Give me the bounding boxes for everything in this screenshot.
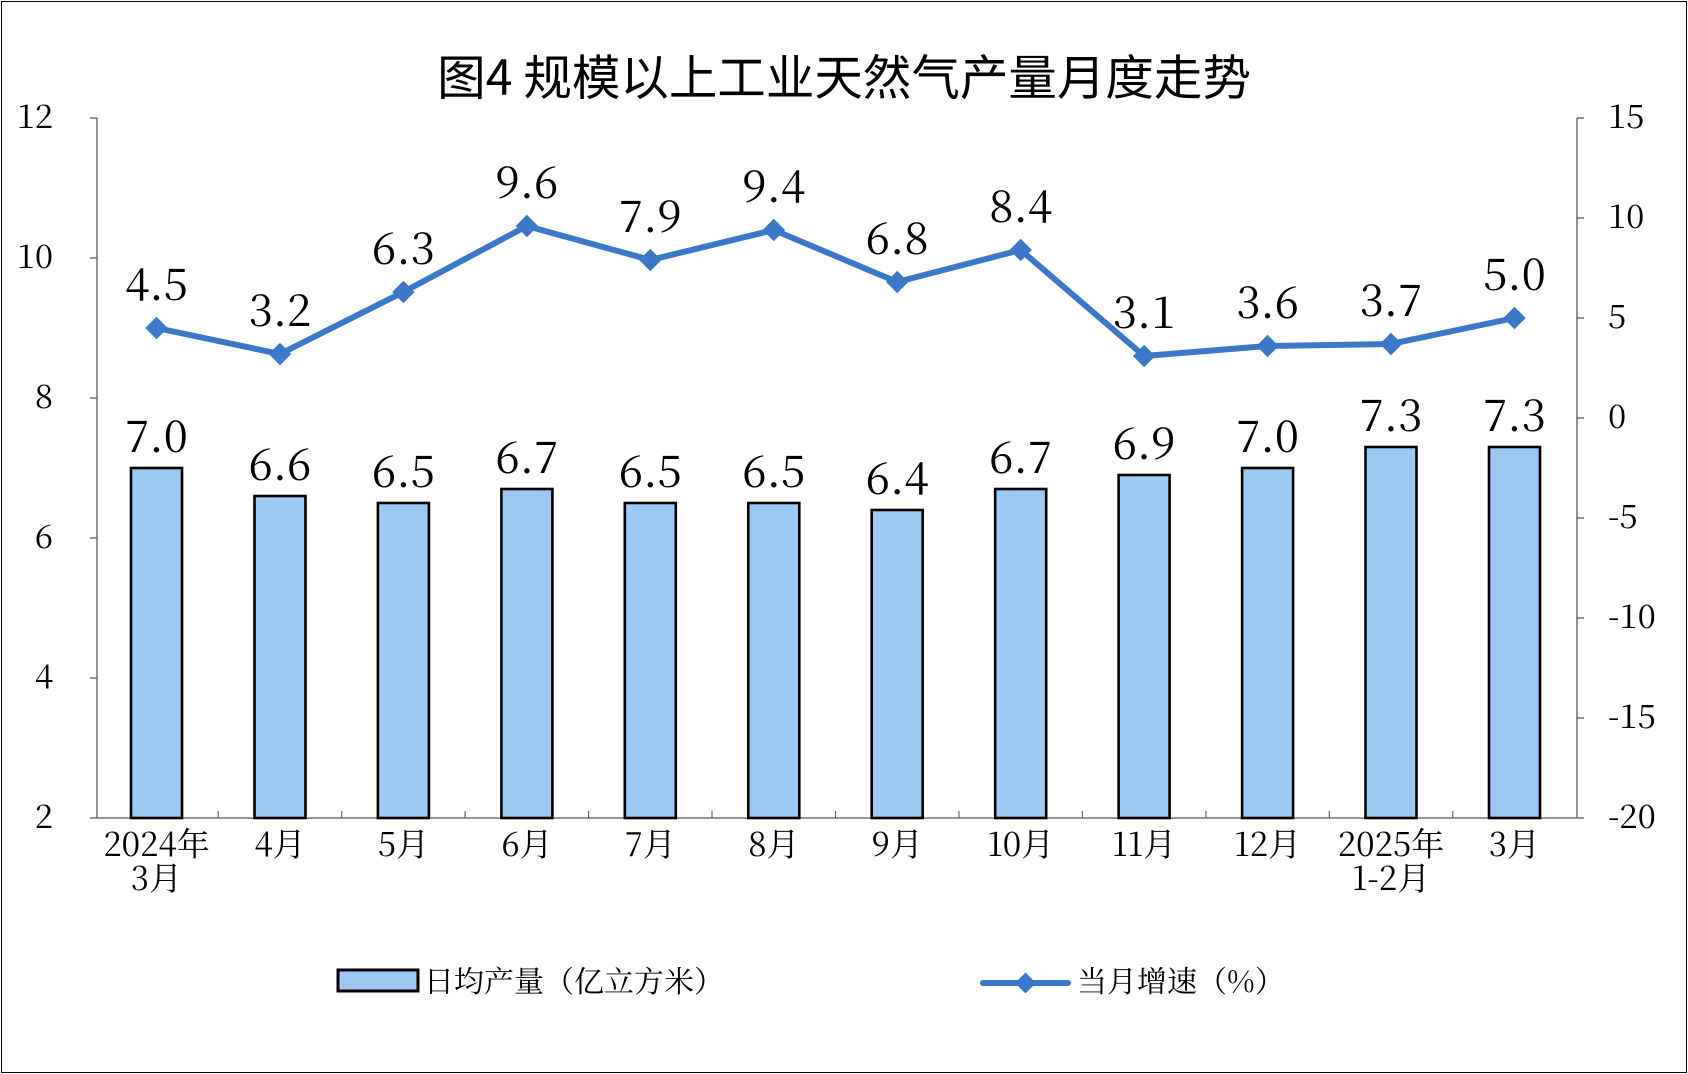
svg-text:6.3: 6.3 <box>372 213 435 277</box>
svg-text:3月: 3月 <box>131 853 182 900</box>
svg-text:日均产量（亿立方米）: 日均产量（亿立方米） <box>424 957 724 1001</box>
svg-text:9.6: 9.6 <box>496 147 559 211</box>
svg-text:4.5: 4.5 <box>125 249 188 313</box>
svg-text:6.5: 6.5 <box>372 436 435 500</box>
svg-text:9月: 9月 <box>871 819 923 866</box>
svg-text:10月: 10月 <box>987 819 1054 866</box>
svg-text:7.3: 7.3 <box>1483 380 1546 444</box>
svg-text:5: 5 <box>1608 291 1626 338</box>
svg-text:4: 4 <box>35 651 53 698</box>
svg-text:5.0: 5.0 <box>1483 239 1546 303</box>
svg-text:10: 10 <box>1608 191 1644 238</box>
svg-text:4月: 4月 <box>254 819 305 866</box>
svg-text:12: 12 <box>17 91 53 138</box>
svg-text:15: 15 <box>1608 91 1644 138</box>
svg-text:当月增速（%）: 当月增速（%） <box>1077 957 1285 1001</box>
svg-text:6月: 6月 <box>501 819 552 866</box>
svg-text:7月: 7月 <box>625 819 676 866</box>
svg-text:3.7: 3.7 <box>1360 265 1423 329</box>
svg-text:3月: 3月 <box>1489 819 1540 866</box>
svg-text:6.5: 6.5 <box>742 436 805 500</box>
svg-text:6.5: 6.5 <box>619 436 682 500</box>
svg-text:2: 2 <box>35 791 53 838</box>
svg-text:-5: -5 <box>1608 491 1638 538</box>
svg-text:11月: 11月 <box>1112 819 1176 866</box>
svg-text:6.7: 6.7 <box>989 422 1052 486</box>
svg-text:-10: -10 <box>1608 591 1656 638</box>
svg-text:12月: 12月 <box>1234 819 1301 866</box>
svg-text:-15: -15 <box>1608 691 1656 738</box>
svg-text:8: 8 <box>35 371 53 418</box>
svg-text:9.4: 9.4 <box>742 151 805 215</box>
svg-text:6: 6 <box>35 511 53 558</box>
svg-text:7.0: 7.0 <box>125 401 188 465</box>
svg-text:7.3: 7.3 <box>1360 380 1423 444</box>
svg-text:7.0: 7.0 <box>1236 401 1299 465</box>
svg-text:6.9: 6.9 <box>1113 408 1176 472</box>
svg-text:8.4: 8.4 <box>989 171 1052 235</box>
svg-text:6.4: 6.4 <box>866 443 929 507</box>
svg-text:5月: 5月 <box>378 819 429 866</box>
svg-text:0: 0 <box>1608 391 1626 438</box>
svg-text:3.2: 3.2 <box>249 275 312 339</box>
svg-text:3.6: 3.6 <box>1236 267 1299 331</box>
svg-text:1-2月: 1-2月 <box>1352 853 1430 900</box>
svg-text:3.1: 3.1 <box>1113 277 1176 341</box>
svg-text:7.9: 7.9 <box>619 181 682 245</box>
svg-text:-20: -20 <box>1608 791 1656 838</box>
svg-text:8月: 8月 <box>748 819 799 866</box>
svg-text:6.6: 6.6 <box>249 429 312 493</box>
svg-text:10: 10 <box>17 231 53 278</box>
svg-text:6.7: 6.7 <box>496 422 559 486</box>
svg-text:6.8: 6.8 <box>866 203 929 267</box>
